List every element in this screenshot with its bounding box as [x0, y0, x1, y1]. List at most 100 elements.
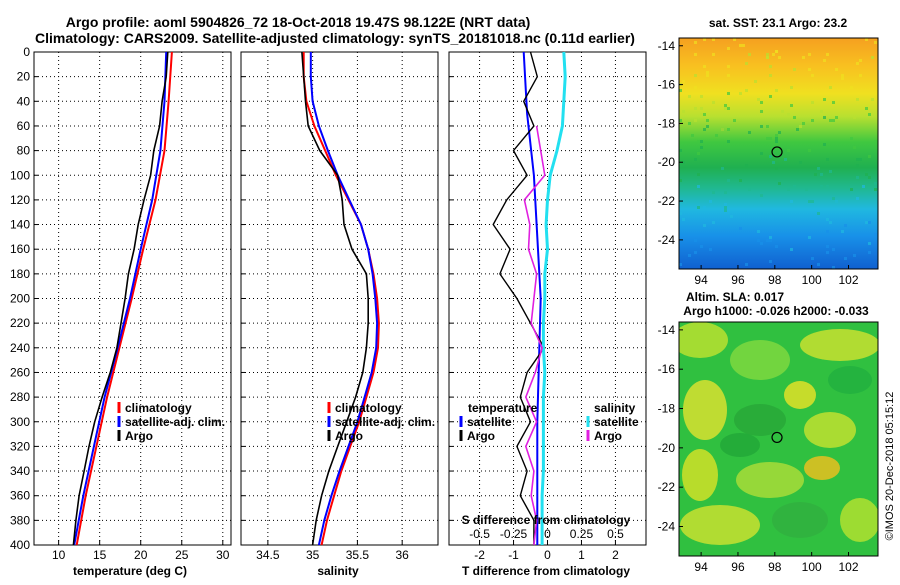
- sst-pixel: [856, 158, 859, 161]
- sst-pixel: [694, 74, 697, 77]
- sla-blob: [682, 449, 718, 501]
- sst-pixel: [826, 230, 829, 233]
- sst-pixel: [793, 68, 796, 71]
- y-tick-label: 280: [10, 390, 30, 404]
- sst-pixel: [811, 200, 814, 203]
- sst-pixel: [790, 86, 793, 89]
- sst-pixel: [832, 266, 835, 269]
- sst-pixel: [754, 80, 757, 83]
- legend-t-argo-label: Argo: [467, 429, 495, 443]
- sla-blob: [680, 505, 760, 545]
- map-y-tick-label: -20: [658, 441, 676, 455]
- t-difference-xlabel: T difference from climatology: [462, 564, 630, 578]
- map-y-tick-label: -14: [658, 323, 676, 337]
- sst-pixel: [724, 107, 727, 110]
- y-tick-label: 20: [17, 70, 31, 84]
- sst-pixel: [694, 158, 697, 161]
- sst-pixel: [745, 62, 748, 65]
- sst-pixel: [706, 125, 709, 128]
- sst-pixel: [823, 116, 826, 119]
- sst-pixel: [862, 185, 865, 188]
- sst-pixel: [769, 239, 772, 242]
- y-tick-label: 360: [10, 489, 30, 503]
- sst-pixel: [775, 245, 778, 248]
- x-tick-label-s: 0.5: [607, 527, 624, 541]
- sst-pixel: [730, 215, 733, 218]
- sst-pixel: [715, 134, 718, 137]
- sst-pixel: [835, 68, 838, 71]
- x-tick-label: 25: [175, 548, 189, 562]
- sst-pixel: [769, 260, 772, 263]
- sst-pixel: [769, 74, 772, 77]
- sst-pixel: [697, 185, 700, 188]
- sst-pixel: [832, 248, 835, 251]
- sst-pixel: [712, 53, 715, 56]
- sla-blob: [800, 329, 878, 361]
- map-y-tick-label: -20: [658, 155, 676, 169]
- sst-pixel: [682, 80, 685, 83]
- s-satellite-line: [540, 51, 567, 545]
- sst-pixel: [769, 236, 772, 239]
- sst-pixel: [802, 56, 805, 59]
- sst-pixel: [682, 218, 685, 221]
- y-tick-label: 40: [17, 94, 31, 108]
- t-satellite-line: [522, 51, 542, 545]
- temperature-panel: 10 15 20 25 30020406080100120140160180200220…: [10, 45, 232, 578]
- climatology-line: [302, 52, 380, 546]
- sst-pixel: [712, 101, 715, 104]
- sst-pixel: [829, 221, 832, 224]
- sst-pixel: [694, 41, 697, 44]
- sst-pixel: [766, 125, 769, 128]
- x-tick-label: 20: [134, 548, 148, 562]
- sst-pixel: [835, 116, 838, 119]
- sst-pixel: [694, 239, 697, 242]
- sst-pixel: [688, 122, 691, 125]
- y-tick-label: 320: [10, 439, 30, 453]
- s-argo-line: [523, 125, 546, 546]
- sst-pixel: [778, 131, 781, 134]
- sst-pixel: [808, 236, 811, 239]
- sst-pixel: [841, 74, 844, 77]
- map-x-tick-label: 96: [731, 560, 745, 574]
- sst-pixel: [733, 119, 736, 122]
- sst-pixel: [856, 164, 859, 167]
- salinity-legend: climatology satellite-adj. clim. Argo: [327, 401, 435, 443]
- sst-pixel: [733, 38, 736, 41]
- sst-pixel: [703, 224, 706, 227]
- sst-pixel: [703, 65, 706, 68]
- sst-pixel: [739, 179, 742, 182]
- map-x-tick-label: 102: [839, 560, 859, 574]
- sst-pixel: [706, 119, 709, 122]
- sst-pixel: [856, 62, 859, 65]
- sst-pixel: [817, 212, 820, 215]
- y-tick-label: 220: [10, 316, 30, 330]
- sst-pixel: [769, 155, 772, 158]
- x-tick-label: 36: [396, 548, 410, 562]
- sst-pixel: [748, 53, 751, 56]
- sst-pixel: [859, 74, 862, 77]
- sst-pixel: [859, 158, 862, 161]
- salinity-xlabel: salinity: [317, 564, 359, 578]
- map-y-tick-label: -16: [658, 78, 676, 92]
- sst-pixel: [832, 119, 835, 122]
- sst-pixel: [781, 110, 784, 113]
- x-tick-label-s: -0.5: [469, 527, 490, 541]
- sst-pixel: [874, 140, 877, 143]
- sst-pixel: [745, 89, 748, 92]
- sst-pixel: [712, 191, 715, 194]
- sst-pixel: [700, 140, 703, 143]
- sla-blob: [720, 433, 760, 457]
- sst-pixel: [826, 251, 829, 254]
- sst-pixel: [865, 107, 868, 110]
- sst-pixel: [799, 161, 802, 164]
- sst-pixel: [820, 110, 823, 113]
- map-x-tick-label: 96: [731, 273, 745, 287]
- sst-pixel: [775, 89, 778, 92]
- sst-pixel: [706, 71, 709, 74]
- sst-pixel: [688, 254, 691, 257]
- y-tick-label: 60: [17, 119, 31, 133]
- sst-pixel: [871, 98, 874, 101]
- sst-pixel: [826, 158, 829, 161]
- sst-map-panel: sat. SST: 23.1 Argo: 23.2 94 96 98 100 102 -1…: [658, 16, 879, 287]
